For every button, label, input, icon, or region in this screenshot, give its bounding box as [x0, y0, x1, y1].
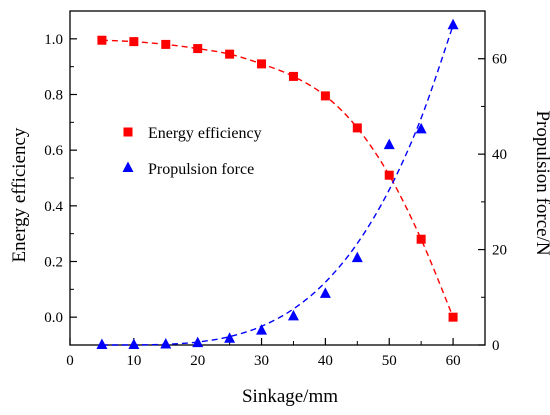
x-tick-label: 60 — [446, 353, 461, 369]
legend-label: Propulsion force — [148, 161, 254, 178]
y-left-tick-label: 0.8 — [44, 88, 63, 104]
propulsion-force-fit-line — [101, 25, 454, 346]
y-left-tick-label: 0.0 — [44, 310, 63, 326]
propulsion-force-point — [319, 287, 331, 298]
x-tick-label: 20 — [190, 353, 205, 369]
y-left-tick-label: 1.0 — [44, 32, 63, 48]
energy-efficiency-point — [225, 49, 235, 59]
energy-efficiency-point — [320, 91, 330, 101]
y-axis-right-title: Propulsion force/N — [532, 110, 550, 255]
x-axis: 0 10 20 30 40 50 60 — [66, 338, 461, 369]
propulsion-force-point — [224, 332, 236, 343]
propulsion-force-point — [287, 309, 299, 321]
y-left-tick-label: 0.2 — [44, 255, 63, 271]
energy-efficiency-point — [352, 123, 362, 133]
y-right-tick-label: 20 — [492, 243, 507, 259]
energy-efficiency-point — [129, 37, 139, 47]
x-axis-title: Sinkage/mm — [242, 386, 338, 407]
propulsion-force-point — [192, 336, 204, 348]
propulsion-force-point — [351, 251, 363, 263]
legend-triangle-marker — [122, 161, 134, 172]
x-tick-label: 10 — [126, 353, 141, 369]
propulsion-force-point — [415, 122, 427, 134]
energy-efficiency-point — [288, 71, 298, 81]
energy-efficiency-point — [257, 59, 267, 69]
propulsion-force-point — [447, 18, 459, 30]
plot-frame — [69, 10, 486, 346]
energy-efficiency-point — [416, 234, 426, 244]
y-axis-left: 0.0 0.2 0.4 0.6 0.8 1.0 — [44, 10, 77, 346]
fit-lines — [101, 25, 454, 346]
y-axis-left-title: Energy efficiency — [9, 127, 30, 262]
x-tick-label: 30 — [254, 353, 269, 369]
energy-efficiency-point — [161, 39, 171, 49]
y-axis-right: 0 20 40 60 — [478, 52, 507, 354]
x-tick-label: 0 — [66, 353, 74, 369]
propulsion-force-point — [160, 338, 172, 349]
energy-efficiency-point — [448, 312, 458, 322]
y-right-tick-label: 0 — [492, 338, 500, 354]
y-left-tick-label: 0.4 — [44, 199, 63, 215]
propulsion-force-point — [383, 138, 395, 150]
energy-efficiency-fit-line — [101, 39, 454, 318]
energy-efficiency-point — [193, 44, 203, 54]
legend-label: Energy efficiency — [148, 125, 262, 142]
propulsion-force-point — [96, 338, 108, 349]
energy-efficiency-point — [97, 35, 107, 45]
data-markers — [96, 18, 459, 349]
energy-efficiency-point — [384, 170, 394, 180]
propulsion-force-point — [128, 338, 140, 349]
y-right-tick-label: 40 — [492, 147, 507, 163]
x-tick-label: 40 — [318, 353, 333, 369]
plot-border — [69, 10, 486, 346]
y-left-tick-label: 0.6 — [44, 143, 63, 159]
legend-square-marker — [123, 127, 133, 137]
legend: Energy efficiency Propulsion force — [122, 125, 262, 178]
propulsion-force-point — [256, 324, 268, 335]
y-right-tick-label: 60 — [492, 52, 507, 68]
x-tick-label: 50 — [382, 353, 397, 369]
